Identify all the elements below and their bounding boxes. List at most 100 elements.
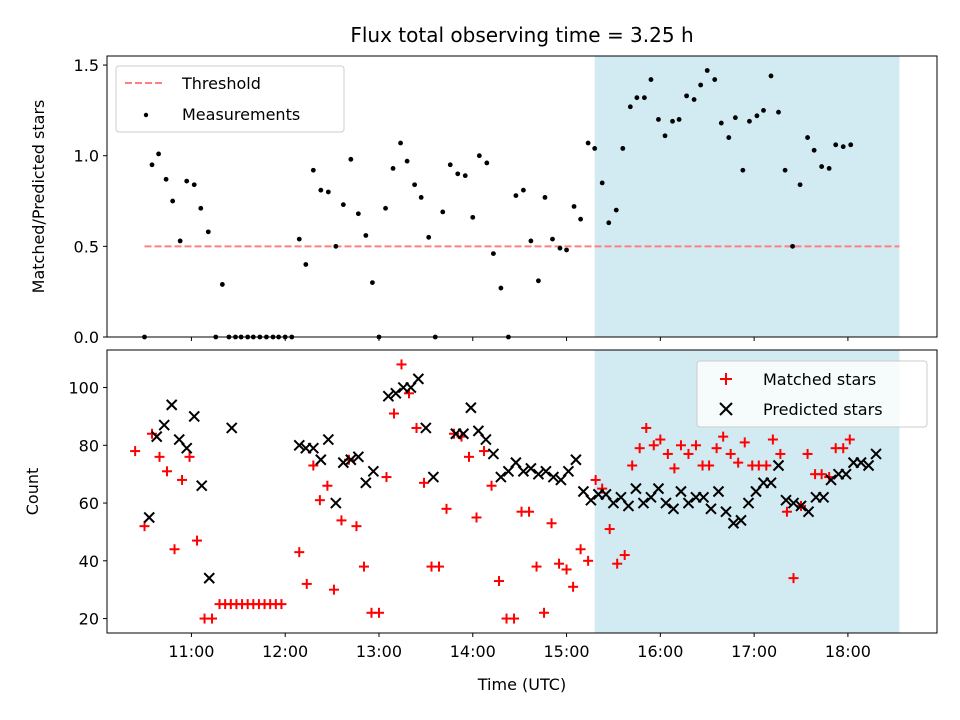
predicted-star-point — [547, 471, 560, 483]
matched-star-point — [781, 506, 792, 517]
measurement-point — [754, 113, 760, 119]
predicted-star-point — [780, 494, 792, 506]
predicted-star-point — [517, 465, 530, 477]
measurement-point — [348, 156, 354, 162]
measurement-point — [747, 118, 752, 124]
predicted-star-point — [855, 456, 867, 469]
measurement-point — [156, 151, 161, 157]
matched-star-point — [641, 422, 652, 433]
measurement-point — [184, 178, 190, 184]
measurement-point — [370, 280, 375, 286]
predicted-star-point — [802, 506, 815, 518]
y-tick-label: 0.5 — [74, 237, 99, 256]
matched-star-point — [739, 437, 750, 448]
measurement-point — [149, 162, 155, 168]
measurement-point — [833, 142, 839, 148]
predicted-star-point — [480, 433, 492, 446]
measurement-point — [805, 135, 810, 140]
matched-star-point — [192, 535, 203, 546]
measurement-point — [662, 133, 668, 139]
predicted-star-point — [203, 572, 215, 584]
matched-star-point — [441, 503, 452, 514]
legend-measurements-label: Measurements — [182, 105, 300, 124]
predicted-star-point — [862, 459, 875, 472]
measurement-point — [191, 182, 197, 188]
measurement-point — [641, 95, 647, 101]
measurement-point — [404, 158, 410, 164]
x-tick-label: 18:00 — [825, 642, 871, 661]
measurement-point — [484, 160, 490, 166]
measurement-point — [528, 238, 534, 244]
matched-star-point — [838, 443, 849, 454]
measurement-point — [340, 202, 346, 208]
measurement-point — [592, 146, 598, 151]
count-legend-box — [696, 360, 928, 428]
predicted-star-point — [825, 474, 837, 486]
predicted-star-point — [345, 454, 357, 466]
matched-star-point — [464, 451, 475, 462]
y-tick-label: 1.0 — [74, 147, 99, 166]
measurement-point — [606, 220, 612, 226]
measurement-point — [447, 162, 453, 168]
predicted-star-point — [585, 494, 597, 506]
matched-star-point — [147, 428, 158, 439]
measurement-point — [470, 214, 476, 220]
predicted-star-point — [188, 410, 200, 423]
matched-star-point — [683, 448, 694, 459]
predicted-star-point — [675, 485, 687, 498]
measurement-point — [848, 142, 854, 148]
predicted-star-point — [607, 497, 620, 509]
predicted-star-point — [667, 503, 680, 515]
predicted-star-point — [817, 491, 830, 503]
matched-star-point — [479, 446, 490, 457]
measurement-point — [205, 229, 211, 235]
measurement-point — [648, 77, 654, 82]
measurement-point — [634, 95, 640, 101]
measurement-point — [333, 243, 339, 249]
predicted-star-point — [487, 448, 500, 460]
y-tick-label: 80 — [79, 436, 99, 455]
predicted-star-point — [307, 442, 320, 454]
predicted-star-point — [765, 477, 777, 489]
predicted-star-point — [360, 477, 372, 489]
highlight-span — [594, 56, 900, 337]
predicted-star-point — [420, 422, 432, 434]
legend-measurements-swatch — [143, 112, 149, 118]
measurement-point — [712, 77, 718, 82]
predicted-star-point — [352, 451, 365, 463]
matched-star-point — [662, 448, 673, 459]
matched-star-point — [351, 521, 362, 532]
measurement-point — [462, 173, 468, 179]
matched-star-point — [388, 408, 399, 419]
predicted-star-point — [870, 448, 882, 460]
predicted-star-point — [712, 485, 725, 498]
predicted-star-point — [735, 514, 747, 527]
measurement-point — [455, 171, 461, 177]
measurement-point — [768, 73, 774, 79]
predicted-star-point — [427, 471, 440, 483]
matched-star-point — [604, 524, 615, 535]
predicted-star-point — [337, 456, 350, 469]
predicted-star-point — [226, 422, 238, 434]
ratio-legend: Threshold Measurements — [115, 65, 345, 133]
matched-star-point — [449, 428, 460, 439]
predicted-star-point — [143, 511, 155, 524]
measurement-point — [684, 93, 689, 99]
measurement-point — [656, 117, 661, 122]
predicted-star-point — [330, 497, 342, 509]
measurement-point — [613, 207, 619, 213]
predicted-star-point — [562, 465, 575, 477]
legend-matched-label: Matched stars — [763, 370, 876, 389]
predicted-star-point — [637, 497, 650, 509]
y-tick-label: 40 — [79, 552, 99, 571]
matched-star-point — [718, 431, 729, 442]
predicted-star-point — [196, 480, 208, 492]
matched-star-point — [675, 440, 686, 451]
matched-star-point — [154, 451, 165, 462]
measurement-point — [670, 118, 675, 124]
predicted-star-point — [795, 500, 807, 512]
measurement-point — [418, 195, 424, 200]
y-tick-label: 60 — [79, 494, 99, 513]
predicted-star-point — [630, 482, 642, 495]
